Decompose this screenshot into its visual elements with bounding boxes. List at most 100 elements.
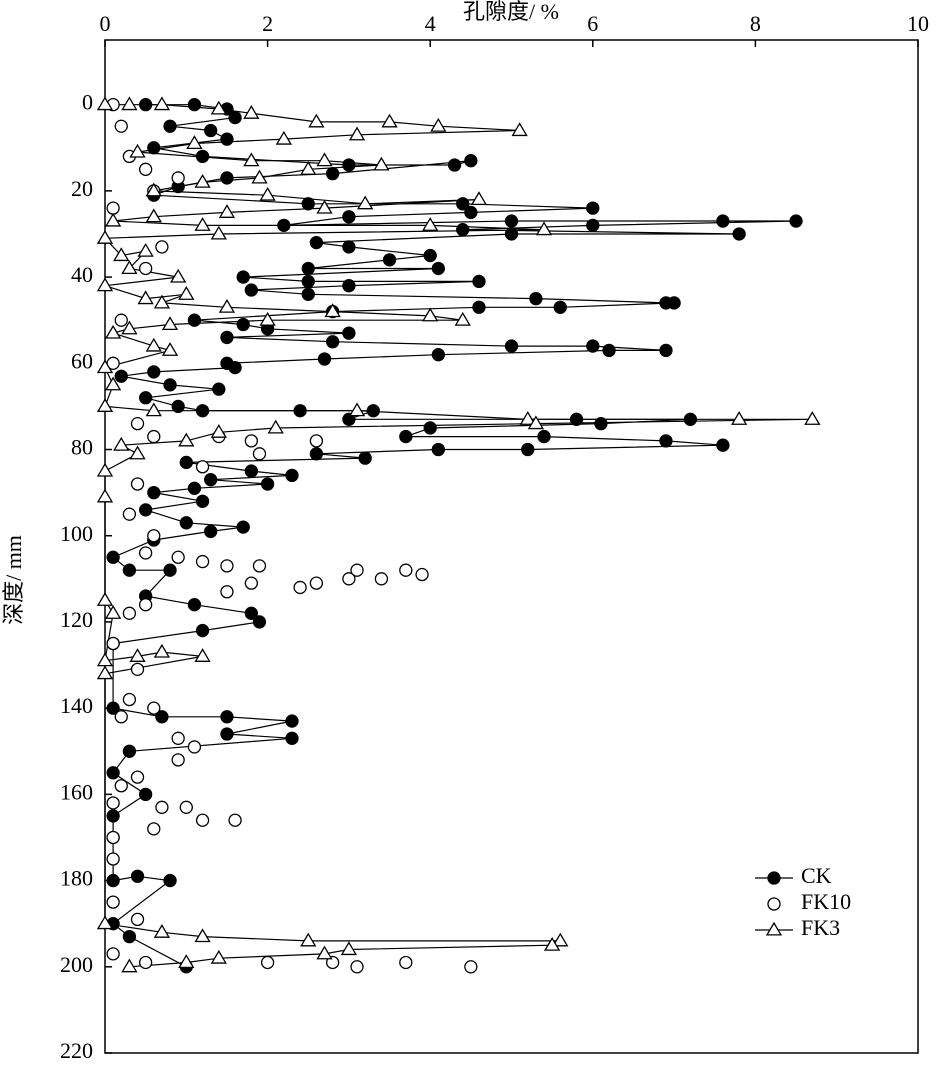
- data-point: [228, 360, 242, 375]
- data-point: [519, 411, 536, 425]
- data-point: [342, 279, 356, 293]
- data-point: [594, 416, 608, 431]
- data-point: [153, 294, 171, 309]
- data-point: [293, 404, 307, 418]
- data-point: [259, 186, 276, 201]
- data-point: [732, 227, 746, 241]
- data-point: [138, 546, 153, 560]
- data-point: [300, 161, 317, 175]
- data-point: [147, 701, 161, 715]
- data-point: [472, 274, 486, 289]
- data-point: [130, 770, 145, 784]
- data-point: [129, 143, 146, 158]
- data-point: [316, 945, 333, 960]
- data-point: [399, 563, 413, 577]
- data-point: [138, 787, 153, 802]
- data-point: [301, 261, 315, 276]
- data-point: [382, 253, 397, 267]
- data-point: [342, 210, 356, 224]
- data-point: [153, 96, 171, 111]
- data-point: [210, 949, 227, 964]
- plot-frame: [104, 39, 919, 1054]
- data-point: [212, 382, 226, 396]
- data-point: [552, 932, 569, 947]
- data-point: [104, 324, 122, 339]
- data-point: [659, 343, 673, 358]
- data-point: [163, 378, 177, 392]
- data-point: [236, 317, 250, 332]
- data-point: [130, 416, 145, 431]
- data-point: [260, 955, 275, 970]
- data-point: [114, 313, 128, 327]
- data-point: [138, 503, 153, 517]
- data-point: [342, 412, 356, 426]
- data-point: [504, 227, 519, 241]
- data-point: [366, 404, 380, 418]
- data-point: [96, 592, 114, 606]
- data-point: [96, 277, 114, 292]
- data-point: [195, 494, 210, 508]
- data-point: [553, 300, 567, 314]
- legend-label: FK3: [801, 915, 840, 940]
- x-tick-label: 0: [100, 11, 111, 36]
- data-point: [194, 928, 211, 943]
- data-point: [342, 158, 356, 172]
- data-point: [358, 451, 372, 465]
- data-point: [586, 201, 600, 215]
- data-point: [252, 447, 267, 461]
- data-point: [454, 311, 471, 326]
- data-point: [300, 932, 317, 947]
- y-tick-label: 0: [82, 90, 93, 115]
- data-point: [129, 648, 146, 662]
- data-point: [96, 462, 114, 477]
- data-point: [220, 585, 234, 599]
- data-point: [187, 313, 202, 327]
- data-point: [171, 171, 185, 185]
- y-tick-label: 140: [60, 693, 93, 718]
- data-point: [106, 636, 120, 651]
- y-tick-label: 200: [60, 952, 93, 977]
- data-point: [104, 212, 122, 227]
- data-point: [301, 197, 315, 211]
- data-point: [145, 182, 162, 197]
- data-point: [187, 481, 202, 495]
- data-point: [195, 623, 210, 638]
- data-point: [325, 166, 340, 181]
- data-point: [804, 411, 821, 425]
- data-point: [106, 550, 120, 564]
- data-point: [106, 809, 120, 823]
- data-point: [277, 218, 291, 233]
- data-point: [260, 477, 275, 491]
- data-point: [122, 744, 137, 758]
- data-point: [137, 290, 154, 305]
- data-point: [285, 468, 299, 483]
- data-point: [464, 154, 478, 168]
- data-point: [122, 929, 137, 944]
- data-point: [195, 404, 210, 418]
- data-point: [602, 343, 616, 358]
- data-point: [220, 171, 234, 185]
- data-point: [145, 208, 162, 223]
- data-point: [171, 550, 185, 564]
- data-point: [147, 485, 161, 500]
- data-point: [145, 337, 162, 352]
- data-point: [357, 195, 374, 210]
- data-point: [228, 110, 242, 125]
- data-point: [147, 365, 161, 379]
- data-point: [243, 104, 260, 119]
- data-point: [130, 662, 145, 677]
- y-tick-label: 20: [71, 176, 93, 201]
- data-point: [113, 436, 130, 451]
- data-point: [96, 665, 114, 680]
- y-axis-label: 深度/ mm: [1, 535, 26, 625]
- data-point: [171, 399, 185, 414]
- data-point: [171, 731, 185, 745]
- data-point: [195, 554, 210, 569]
- data-point: [316, 152, 333, 167]
- data-point: [220, 559, 234, 573]
- y-tick-label: 60: [71, 348, 93, 373]
- data-point: [569, 412, 584, 426]
- data-point: [147, 529, 161, 543]
- data-point: [399, 955, 413, 970]
